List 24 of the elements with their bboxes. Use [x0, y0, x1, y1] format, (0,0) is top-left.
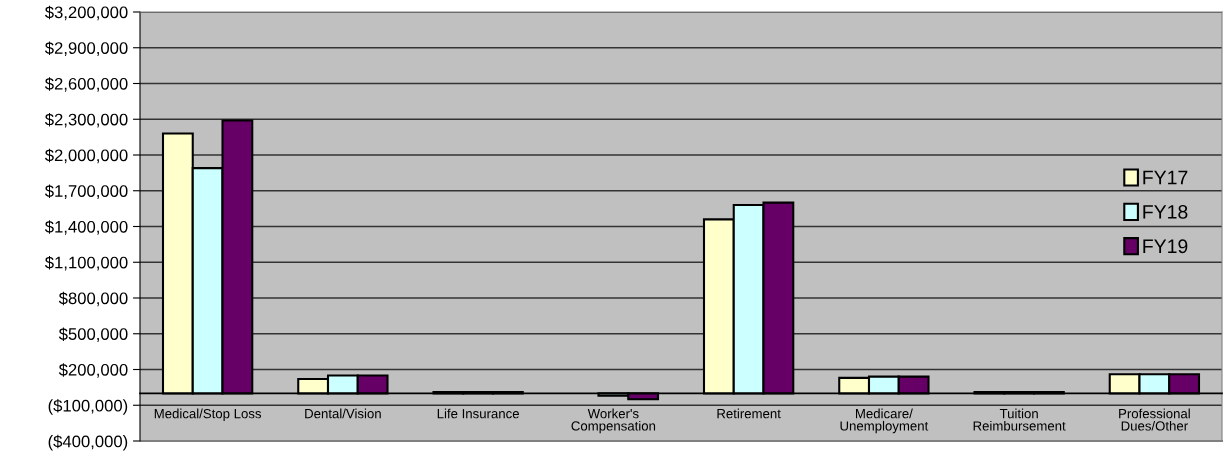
y-tick-label: $500,000 — [58, 327, 128, 342]
x-tick-label: Worker's Compensation — [571, 408, 656, 434]
x-tick-label: Medicare/ Unemployment — [840, 408, 929, 434]
y-tick-label: $2,000,000 — [44, 148, 128, 164]
legend-label: FY18 — [1143, 204, 1188, 219]
x-tick-label: Life Insurance — [437, 408, 519, 419]
y-tick-label: $3,200,000 — [44, 5, 128, 21]
x-tick-label: Professional Dues/Other — [1119, 408, 1190, 431]
y-tick-label: ($400,000) — [48, 434, 128, 451]
y-tick-label: $1,400,000 — [44, 220, 128, 235]
y-tick-label: $1,100,000 — [44, 255, 128, 271]
y-tick-label: $2,600,000 — [44, 77, 128, 92]
y-tick-label: $2,300,000 — [44, 112, 128, 128]
x-tick-label: Tuition Reimbursement — [973, 408, 1066, 431]
x-tick-label: Medical/Stop Loss — [154, 408, 262, 421]
y-tick-label: $1,700,000 — [44, 184, 128, 199]
legend-label: FY17 — [1143, 170, 1188, 185]
x-tick-label: Retirement — [717, 408, 781, 419]
y-tick-label: ($100,000) — [48, 399, 128, 415]
y-tick-label: $2,900,000 — [44, 41, 128, 56]
y-tick-label: $800,000 — [58, 291, 128, 307]
legend-label: FY19 — [1143, 239, 1188, 254]
x-tick-label: Dental/Vision — [305, 408, 381, 419]
y-tick-label: $200,000 — [58, 363, 128, 378]
